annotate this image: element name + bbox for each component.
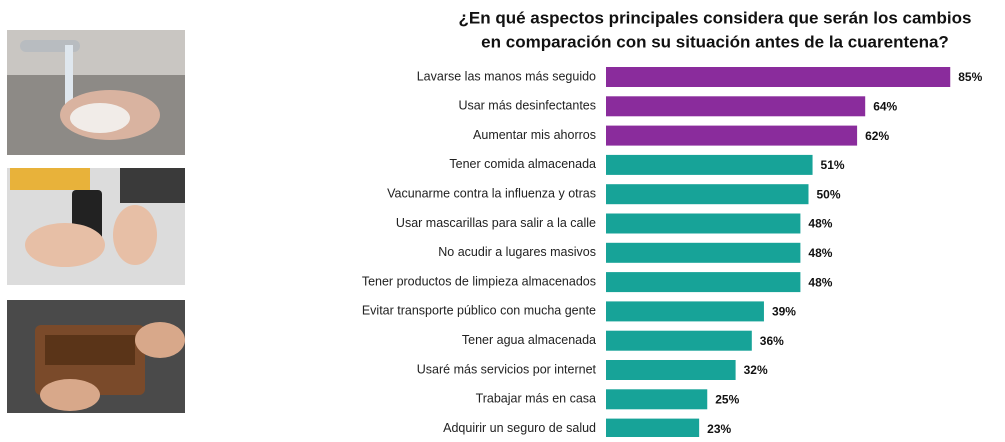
bar [606,96,866,117]
category-label: Usaré más servicios por internet [417,362,597,376]
category-label: Vacunarme contra la influenza y otras [387,186,596,200]
bar [606,67,951,87]
bar [606,272,801,293]
value-label: 64% [873,99,897,113]
value-label: 51% [821,158,845,172]
bar [606,242,801,263]
value-label: 48% [808,246,832,260]
chart-title: en comparación con su situación antes de… [481,32,949,51]
photo-sanitizer [7,168,185,285]
value-label: 32% [744,363,768,377]
bar [606,213,801,234]
value-label: 23% [707,422,731,436]
value-label: 85% [958,70,982,84]
chart-title: ¿En qué aspectos principales considera q… [458,8,971,27]
category-label: Evitar transporte público con mucha gent… [362,304,596,318]
bar [606,301,764,322]
value-label: 62% [865,129,889,143]
value-label: 36% [760,334,784,348]
bar [606,125,858,146]
value-label: 48% [808,275,832,289]
value-label: 48% [808,217,832,231]
value-label: 50% [817,187,841,201]
bar [606,330,752,351]
category-label: Tener productos de limpieza almacenados [362,274,596,288]
category-label: Tener agua almacenada [462,333,596,347]
value-label: 25% [715,392,739,406]
category-label: Usar más desinfectantes [458,99,596,113]
photo-wallet [7,300,185,413]
bar [606,360,736,380]
category-label: Aumentar mis ahorros [473,128,596,142]
photo-handwash [7,30,185,155]
value-label: 39% [772,305,796,319]
bar [606,389,708,410]
bar [606,418,700,439]
category-label: Adquirir un seguro de salud [443,421,596,435]
bar [606,184,809,205]
category-label: No acudir a lugares masivos [438,245,596,259]
category-label: Tener comida almacenada [449,157,596,171]
category-label: Lavarse las manos más seguido [417,69,596,83]
bar [606,154,813,175]
category-label: Usar mascarillas para salir a la calle [396,216,596,230]
category-label: Trabajar más en casa [476,392,596,406]
